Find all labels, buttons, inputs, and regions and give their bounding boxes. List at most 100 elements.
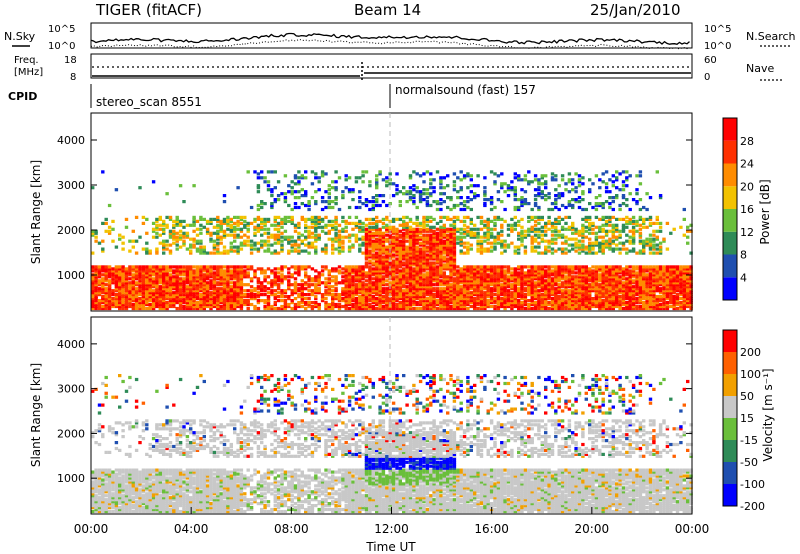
power-cell — [550, 299, 555, 303]
power-cell — [391, 227, 396, 231]
power-cell — [604, 304, 609, 309]
power-cell — [432, 235, 436, 239]
power-cell — [364, 273, 369, 277]
power-cell — [337, 239, 342, 243]
power-cell — [358, 283, 362, 287]
power-cell — [503, 304, 507, 309]
power-cell — [422, 215, 426, 219]
power-cell — [168, 291, 173, 295]
power-cell — [141, 297, 146, 301]
power-cell — [101, 267, 105, 271]
power-cell — [402, 267, 406, 271]
power-cell — [439, 265, 443, 269]
power-cell — [479, 271, 484, 275]
power-cell — [178, 301, 183, 305]
power-cell — [452, 188, 457, 192]
power-cell — [601, 287, 605, 291]
power-cell — [405, 273, 409, 277]
power-cell — [334, 283, 338, 287]
power-cell — [571, 198, 575, 202]
power-cell — [446, 257, 450, 261]
power-cell — [446, 217, 450, 221]
power-cell — [385, 271, 389, 275]
power-cell — [594, 207, 599, 212]
power-cell — [216, 237, 220, 241]
power-cell — [527, 293, 531, 297]
power-cell — [138, 306, 142, 311]
power-cell — [554, 277, 558, 281]
power-cell — [574, 279, 578, 283]
power-cell — [577, 297, 582, 301]
power-cell — [317, 281, 321, 285]
power-cell — [398, 283, 402, 287]
power-cell — [594, 275, 599, 279]
power-cell — [91, 231, 95, 235]
power-cell — [114, 279, 119, 283]
power-cell — [324, 301, 328, 305]
power-cell — [192, 291, 196, 295]
power-cell — [405, 235, 409, 239]
power-cell — [205, 291, 210, 295]
power-cell — [395, 239, 399, 243]
power-cell — [199, 279, 203, 283]
power-cell — [429, 241, 433, 245]
power-cell — [493, 306, 497, 311]
power-cell — [327, 223, 331, 227]
power-cell — [219, 273, 223, 277]
power-cell — [544, 269, 548, 273]
power-cell — [530, 281, 534, 285]
power-cell — [337, 223, 342, 227]
power-cell — [520, 265, 524, 269]
power-cell — [408, 257, 413, 261]
power-cell — [141, 285, 146, 289]
power-cell — [581, 227, 585, 231]
power-cell — [107, 287, 112, 291]
power-cell — [540, 217, 544, 221]
power-cell — [175, 293, 179, 297]
power-cell — [483, 306, 487, 311]
power-cell — [422, 188, 426, 192]
power-cell — [364, 257, 369, 261]
power-cell — [121, 297, 125, 301]
power-cell — [442, 302, 446, 307]
power-cell — [310, 217, 315, 221]
power-cell — [300, 239, 304, 243]
power-cell — [418, 174, 423, 178]
power-cell — [219, 295, 223, 299]
power-cell — [378, 289, 382, 293]
power-cell — [520, 289, 524, 293]
power-cell — [239, 247, 244, 251]
power-cell — [425, 306, 430, 311]
power-cell — [466, 229, 470, 233]
power-cell — [442, 239, 446, 243]
power-cell — [435, 271, 440, 275]
power-cell — [432, 306, 436, 311]
power-cell — [544, 295, 548, 299]
power-cell — [537, 194, 541, 198]
power-cell — [385, 253, 389, 257]
power-cell — [418, 223, 423, 227]
power-cell — [435, 299, 440, 303]
power-cell — [361, 275, 365, 279]
power-cell — [178, 291, 183, 295]
power-cell — [270, 190, 274, 194]
power-cell — [253, 170, 257, 174]
power-cell — [591, 269, 595, 273]
power-cell — [550, 293, 555, 297]
power-cell — [395, 304, 399, 309]
power-cell — [253, 247, 257, 251]
power-cell — [523, 265, 528, 269]
power-cell — [300, 293, 304, 297]
power-cell — [486, 299, 490, 303]
power-cell — [97, 279, 102, 283]
power-cell — [151, 297, 156, 301]
power-cell — [91, 291, 95, 295]
power-cell — [371, 221, 375, 225]
power-cell — [300, 176, 304, 180]
power-cell — [577, 245, 582, 249]
power-cell — [219, 277, 223, 281]
power-cell — [408, 176, 413, 180]
power-cell — [517, 219, 521, 223]
power-cell — [429, 235, 433, 239]
power-cell — [547, 241, 551, 245]
